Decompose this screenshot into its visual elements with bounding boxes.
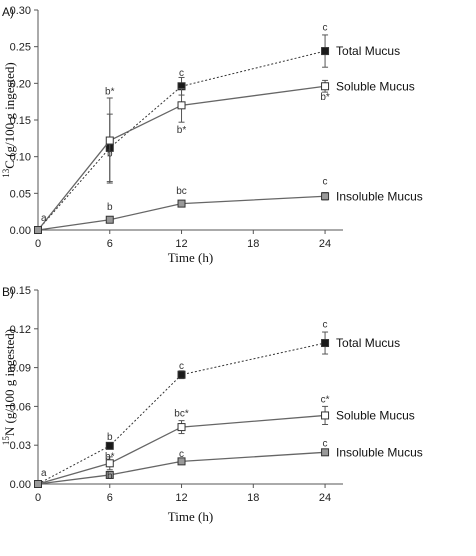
x-tick-label: 6 [107,238,113,250]
significance-label: c [323,438,328,449]
significance-label: c [179,361,184,372]
data-point-total-mucus [321,47,330,56]
significance-label: b* [320,92,330,103]
data-point-insoluble-mucus [34,480,42,488]
significance-label: b [107,471,113,482]
y-tick-label: 0.03 [10,440,31,452]
significance-label: c [179,449,184,460]
data-point-insoluble-mucus [321,448,330,457]
y-tick-label: 0.06 [10,401,31,413]
chart-panel-1: A) 0.00 0.05 0.10 0.15 0.20 0.25 0.30 0 6 12 18 24 Ti… [1,5,423,265]
data-point-insoluble-mucus [321,192,330,201]
data-point-insoluble-mucus [34,226,42,234]
data-point-insoluble-mucus [177,199,186,208]
data-point-insoluble-mucus [177,457,186,466]
x-tick-label: 24 [319,492,331,504]
significance-label: c [179,68,184,79]
y-axis-title: 15N (g/100 g ingested) [1,329,17,445]
series-label-soluble-mucus: Soluble Mucus [336,408,415,422]
y-tick-label: 0.00 [10,479,31,491]
data-point-insoluble-mucus [105,215,114,224]
series-line-soluble-mucus [37,85,326,231]
data-point-insoluble-mucus [105,470,114,479]
significance-label: b [107,202,113,213]
series-line-total-mucus [37,50,326,231]
y-axis-title: 13C (g/100 g ingested) [1,62,17,178]
series-line-soluble-mucus [37,414,326,485]
y-tick-label: 0.15 [10,115,31,127]
y-tick-label: 0.30 [10,5,31,17]
y-axis-title-text: C (g/100 g ingested) [2,62,17,169]
significance-label: c [323,177,328,188]
y-axis-title-text: N (g/100 g ingested) [2,329,17,436]
significance-label: a [41,213,47,224]
series-soluble-mucus: Soluble Mucus [34,79,415,234]
significance-label: c [323,320,328,331]
data-point-soluble-mucus [177,101,186,110]
series-label-soluble-mucus: Soluble Mucus [336,79,415,93]
y-axis-title-superscript: 13 [1,168,11,178]
data-point-total-mucus [321,339,330,348]
y-tick-label: 0.09 [10,363,31,375]
series-line-insoluble-mucus [37,451,326,485]
data-point-soluble-mucus [321,82,330,91]
x-axis-title: Time (h) [168,250,213,265]
significance-label: c* [321,395,330,406]
y-tick-label: 0.05 [10,188,31,200]
x-tick-label: 12 [175,492,187,504]
x-axis-title: Time (h) [168,509,213,524]
y-axis-title-superscript: 15 [1,436,11,446]
series-label-total-mucus: Total Mucus [336,44,400,58]
panel-label: B) [2,285,14,299]
chart-panel-2: B) 0.00 0.03 0.06 0.09 0.12 0.15 0 6 12 18 24 Time (… [1,285,423,524]
y-tick-label: 0.00 [10,225,31,237]
significance-label: b* [105,451,115,462]
y-tick-label: 0.10 [10,152,31,164]
data-point-soluble-mucus [105,459,114,468]
series-total-mucus: Total Mucus [34,34,400,234]
x-tick-label: 18 [247,238,259,250]
y-tick-label: 0.25 [10,42,31,54]
significance-label: c [323,23,328,34]
x-tick-label: 24 [319,238,331,250]
data-point-soluble-mucus [177,423,186,432]
x-tick-label: 18 [247,492,259,504]
y-tick-label: 0.15 [10,285,31,297]
significance-label: a [41,468,47,479]
series-line-insoluble-mucus [37,195,326,231]
x-tick-label: 0 [35,492,41,504]
data-point-soluble-mucus [105,136,114,145]
x-tick-label: 12 [175,238,187,250]
significance-label: bc* [174,409,189,420]
significance-label: b* [177,125,187,136]
x-tick-label: 6 [107,492,113,504]
data-point-soluble-mucus [321,411,330,420]
y-tick-label: 0.20 [10,78,31,90]
series-label-total-mucus: Total Mucus [336,336,400,350]
significance-label: b* [105,86,115,97]
significance-label: b [107,149,113,160]
series-label-insoluble-mucus: Insoluble Mucus [336,189,423,203]
data-point-total-mucus [177,370,186,379]
series-line-total-mucus [37,342,326,485]
panel-label: A) [2,5,14,19]
series-insoluble-mucus: Insoluble Mucus [34,445,423,488]
data-point-total-mucus [105,441,114,450]
x-tick-label: 0 [35,238,41,250]
y-tick-label: 0.12 [10,324,31,336]
significance-label: b [107,432,113,443]
series-insoluble-mucus: Insoluble Mucus [34,189,423,234]
significance-label: bc [176,186,187,197]
series-label-insoluble-mucus: Insoluble Mucus [336,445,423,459]
